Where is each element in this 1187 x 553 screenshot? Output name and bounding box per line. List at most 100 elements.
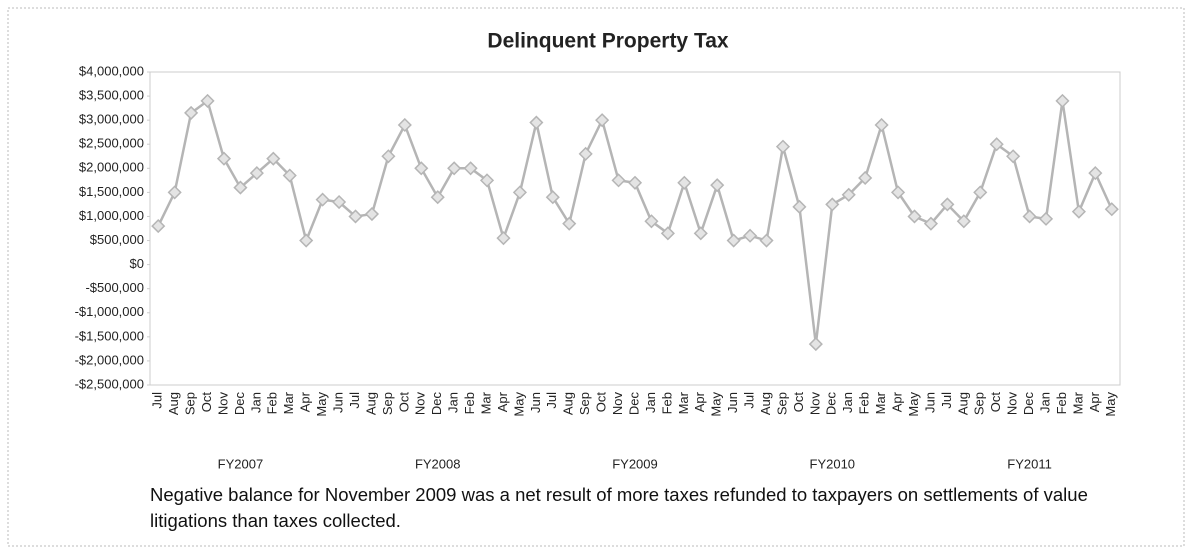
x-tick-label: Dec [1021,392,1036,416]
marker [167,185,182,200]
marker [184,105,199,120]
x-tick-label: Sep [577,392,592,415]
marker [611,173,626,188]
marker [693,226,708,241]
marker [397,117,412,133]
x-tick-label: Aug [561,392,576,415]
marker [562,216,577,231]
y-tick-label: $3,500,000 [79,88,144,103]
y-tick-label: -$2,000,000 [75,352,144,367]
marker [348,209,363,224]
x-tick-label: Apr [495,391,510,412]
marker [841,187,856,202]
y-tick-label: $2,500,000 [79,136,144,151]
x-tick-label: Dec [626,392,641,416]
marker [940,197,955,212]
x-tick-label: Jul [544,392,559,409]
x-tick-label: Jun [331,392,346,413]
marker [578,146,593,161]
chart-title: Delinquent Property Tax [487,30,728,53]
x-tick-label: Nov [1005,392,1020,416]
x-tick-label: Feb [857,392,872,414]
x-tick-label: Sep [380,392,395,415]
x-tick-label: Jul [150,392,165,409]
x-tick-label: Nov [413,392,428,416]
marker [282,168,297,183]
group-label: FY2011 [1007,456,1052,471]
x-tick-label: Mar [281,391,296,414]
x-tick-label: Oct [988,392,1003,413]
marker [792,199,807,214]
y-tick-label: -$1,500,000 [75,328,144,343]
marker [1055,93,1070,108]
x-tick-label: Jan [643,392,658,413]
group-label: FY2007 [218,456,264,471]
marker [743,228,758,243]
marker [1022,209,1037,224]
marker [315,192,330,207]
x-tick-label: Feb [462,392,477,414]
marker [299,233,314,248]
marker [1071,204,1086,219]
y-tick-label: $1,500,000 [79,184,144,199]
marker [249,166,264,181]
x-tick-label: Sep [774,392,789,415]
x-tick-label: Mar [478,391,493,414]
x-tick-label: Jun [528,392,543,413]
x-tick-label: Nov [215,392,230,416]
marker [890,185,906,200]
marker [266,151,281,166]
marker [825,197,840,212]
marker [545,190,560,205]
chart-frame [7,7,1185,547]
x-tick-label: Sep [183,392,198,415]
x-tick-label: Mar [873,391,888,414]
x-tick-label: Oct [396,392,411,413]
marker [726,233,741,248]
x-tick-label: Jan [840,392,855,413]
marker [627,175,643,190]
marker [907,209,922,224]
x-tick-label: Aug [758,392,773,415]
marker [479,173,495,188]
marker [414,161,429,176]
x-tick-label: Jan [446,392,461,413]
x-tick-label: Nov [610,392,625,416]
marker [595,113,610,128]
x-tick-label: May [1103,392,1118,417]
x-tick-label: Jul [347,392,362,409]
x-tick-label: Dec [429,392,444,416]
x-tick-label: Feb [659,392,674,414]
x-tick-label: Nov [807,392,822,416]
x-tick-label: Aug [363,392,378,415]
x-tick-label: Feb [265,392,280,414]
x-tick-label: Apr [298,391,313,412]
x-tick-label: Dec [232,392,247,416]
marker [233,180,248,195]
x-tick-label: Dec [824,392,839,416]
x-tick-label: May [511,392,526,417]
marker [759,233,774,248]
x-tick-label: Jan [248,392,263,413]
marker [430,190,445,205]
marker [1104,202,1119,217]
marker [332,194,347,210]
marker [1006,149,1021,164]
x-tick-label: Oct [791,392,806,413]
marker [989,137,1004,152]
x-tick-label: Jul [742,392,757,409]
y-tick-label: -$500,000 [85,280,144,295]
x-tick-label: Aug [166,392,181,415]
x-tick-label: Mar [1070,391,1085,414]
marker [381,149,396,164]
marker [200,93,215,108]
marker [644,214,659,229]
marker [216,151,232,166]
y-tick-label: -$2,500,000 [75,376,144,391]
x-tick-label: May [314,392,329,417]
y-tick-label: -$1,000,000 [75,304,144,319]
x-tick-label: May [709,392,724,417]
marker [660,226,675,241]
